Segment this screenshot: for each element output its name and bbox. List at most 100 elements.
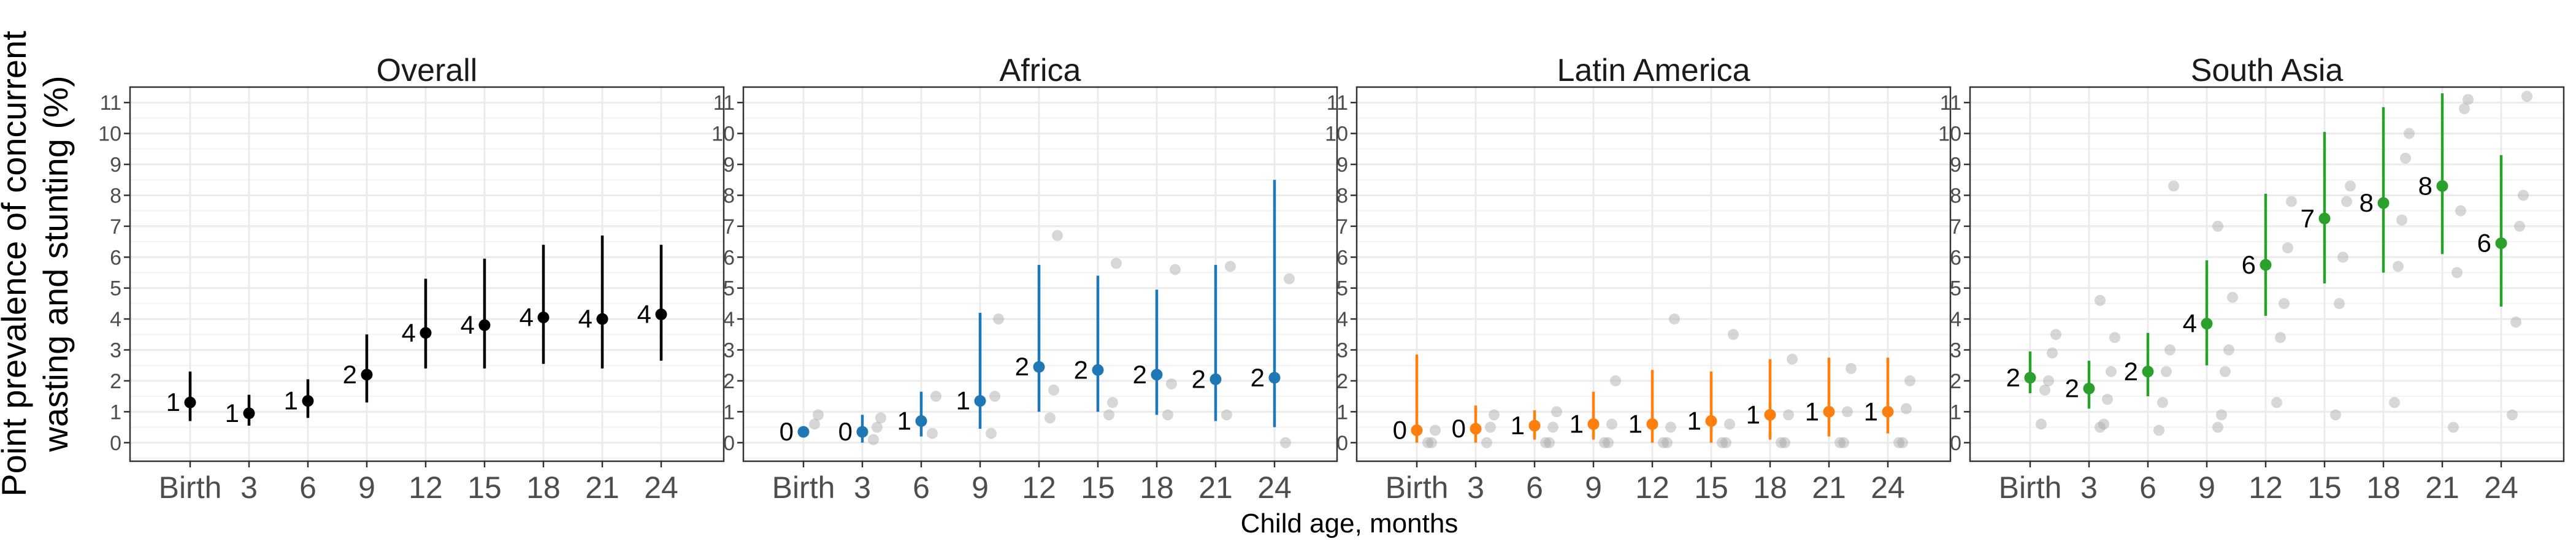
estimate-label: 1 xyxy=(1511,411,1525,440)
estimate-point xyxy=(974,395,986,407)
cohort-point xyxy=(2216,409,2227,421)
x-tick-label: 9 xyxy=(1585,470,1602,505)
y-tick-label: 7 xyxy=(1950,215,1961,239)
y-tick-label: 4 xyxy=(723,308,735,331)
panel-title: South Asia xyxy=(2191,53,2344,88)
cohort-point xyxy=(1544,437,1555,448)
cohort-point xyxy=(1052,229,1063,241)
estimate-label: 2 xyxy=(1133,360,1147,389)
cohort-point xyxy=(2095,294,2106,306)
estimate-label: 8 xyxy=(2418,171,2432,200)
y-tick-label: 6 xyxy=(110,246,121,269)
y-tick-label: 3 xyxy=(1336,339,1348,362)
cohort-point xyxy=(1846,362,1857,374)
cohort-point xyxy=(2161,366,2172,377)
x-tick-label: 24 xyxy=(1871,470,1905,505)
y-tick-label: 6 xyxy=(723,246,735,269)
estimate-label: 1 xyxy=(166,388,180,416)
cohort-point xyxy=(1779,437,1790,448)
y-tick-label: 0 xyxy=(1950,432,1961,455)
x-tick-label: 21 xyxy=(585,470,619,505)
cohort-point xyxy=(2157,397,2168,408)
cohort-point xyxy=(993,313,1004,325)
x-tick-label: 21 xyxy=(1812,470,1846,505)
cohort-point xyxy=(1610,375,1621,386)
cohort-point xyxy=(1426,437,1437,448)
y-axis-title-line-2: wasting and stunting (%) xyxy=(36,75,75,452)
x-tick-label: Birth xyxy=(159,470,222,505)
cohort-point xyxy=(1783,409,1794,421)
cohort-point xyxy=(1481,437,1492,448)
cohort-point xyxy=(989,391,1000,402)
y-tick-label: 2 xyxy=(1950,370,1961,393)
cohort-point xyxy=(1107,397,1118,408)
y-tick-label: 1 xyxy=(723,401,735,424)
estimate-label: 2 xyxy=(1074,355,1088,384)
estimate-label: 1 xyxy=(1805,397,1819,426)
y-tick-label: 1 xyxy=(110,401,121,424)
estimate-point xyxy=(655,309,667,321)
x-tick-label: 24 xyxy=(2484,470,2518,505)
x-tick-label: 15 xyxy=(467,470,502,505)
estimate-point xyxy=(1092,364,1104,376)
estimate-point xyxy=(1528,420,1541,432)
x-tick-label: 12 xyxy=(1635,470,1669,505)
y-tick-label: 7 xyxy=(110,215,121,239)
cohort-point xyxy=(1551,406,1562,418)
y-tick-label: 2 xyxy=(1336,370,1348,393)
cohort-point xyxy=(2275,332,2286,343)
cohort-point xyxy=(1103,409,1114,421)
estimate-point xyxy=(478,319,491,331)
cohort-point xyxy=(2400,152,2411,164)
estimate-label: 6 xyxy=(2477,229,2491,258)
cohort-point xyxy=(2227,291,2238,303)
cohort-point xyxy=(2510,316,2521,328)
cohort-point xyxy=(1540,437,1551,448)
estimate-label: 4 xyxy=(402,318,416,347)
estimate-point xyxy=(537,312,550,324)
cohort-point xyxy=(809,418,820,430)
cohort-point xyxy=(2286,196,2297,207)
estimate-point xyxy=(1209,373,1222,385)
cohort-point xyxy=(2448,421,2459,433)
estimate-label: 1 xyxy=(225,399,239,427)
cohort-point xyxy=(2451,267,2463,278)
cohort-point xyxy=(1904,375,1915,386)
cohort-point xyxy=(813,409,824,421)
x-tick-label: 12 xyxy=(1022,470,1056,505)
estimate-label: 2 xyxy=(2124,357,2138,386)
cohort-point xyxy=(2459,103,2470,115)
cohort-point xyxy=(2521,91,2532,102)
y-tick-label: 5 xyxy=(1950,277,1961,301)
x-tick-label: 15 xyxy=(2307,470,2342,505)
estimate-point xyxy=(1646,418,1658,431)
cohort-point xyxy=(1485,421,1496,433)
x-tick-label: 15 xyxy=(1694,470,1728,505)
cohort-point xyxy=(2334,297,2345,309)
y-tick-label: 7 xyxy=(1336,215,1348,239)
y-tick-label: 10 xyxy=(711,123,735,146)
cohort-point xyxy=(1162,409,1173,421)
cohort-point xyxy=(1599,437,1610,448)
estimate-label: 4 xyxy=(461,310,475,339)
cohort-point xyxy=(2153,424,2164,436)
cohort-point xyxy=(2507,409,2518,421)
x-tick-label: 9 xyxy=(2198,470,2215,505)
cohort-point xyxy=(1221,409,1232,421)
x-tick-label: 3 xyxy=(854,470,871,505)
cohort-point xyxy=(1728,329,1739,340)
y-tick-label: 5 xyxy=(723,277,735,301)
x-tick-label: 18 xyxy=(1140,470,1174,505)
cohort-point xyxy=(2337,251,2348,263)
x-tick-label: 3 xyxy=(1467,470,1484,505)
cohort-point xyxy=(1111,258,1122,269)
y-axis-title-line-1: Point prevalence of concurrent xyxy=(0,31,33,497)
y-tick-label: 5 xyxy=(1336,277,1348,301)
x-tick-label: 24 xyxy=(1257,470,1292,505)
y-tick-label: 10 xyxy=(98,123,121,146)
estimate-label: 4 xyxy=(637,300,651,329)
estimate-point xyxy=(1470,423,1482,435)
